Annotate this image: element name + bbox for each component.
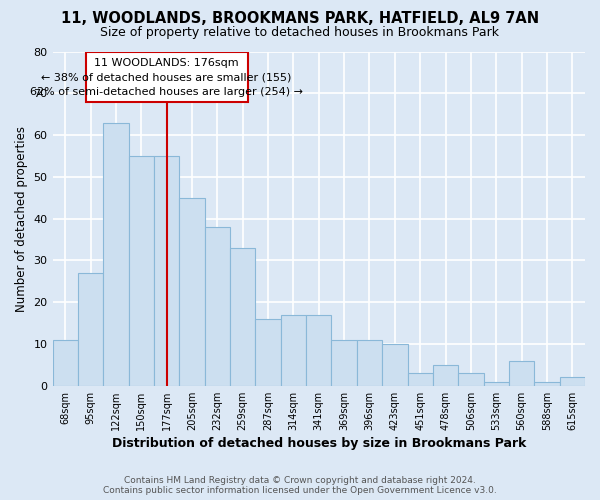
- Bar: [179, 198, 205, 386]
- Bar: [433, 365, 458, 386]
- Text: 62% of semi-detached houses are larger (254) →: 62% of semi-detached houses are larger (…: [30, 87, 303, 97]
- Bar: [128, 156, 154, 386]
- Bar: [534, 382, 560, 386]
- Bar: [205, 227, 230, 386]
- Bar: [382, 344, 407, 386]
- Bar: [103, 122, 128, 386]
- X-axis label: Distribution of detached houses by size in Brookmans Park: Distribution of detached houses by size …: [112, 437, 526, 450]
- Bar: [78, 273, 103, 386]
- Bar: [407, 374, 433, 386]
- Bar: [281, 315, 306, 386]
- FancyBboxPatch shape: [86, 52, 248, 102]
- Bar: [306, 315, 331, 386]
- Bar: [458, 374, 484, 386]
- Y-axis label: Number of detached properties: Number of detached properties: [15, 126, 28, 312]
- Bar: [230, 248, 256, 386]
- Bar: [331, 340, 357, 386]
- Text: 11, WOODLANDS, BROOKMANS PARK, HATFIELD, AL9 7AN: 11, WOODLANDS, BROOKMANS PARK, HATFIELD,…: [61, 11, 539, 26]
- Bar: [509, 360, 534, 386]
- Text: Size of property relative to detached houses in Brookmans Park: Size of property relative to detached ho…: [101, 26, 499, 39]
- Bar: [53, 340, 78, 386]
- Bar: [154, 156, 179, 386]
- Text: ← 38% of detached houses are smaller (155): ← 38% of detached houses are smaller (15…: [41, 72, 292, 83]
- Text: Contains HM Land Registry data © Crown copyright and database right 2024.
Contai: Contains HM Land Registry data © Crown c…: [103, 476, 497, 495]
- Bar: [256, 319, 281, 386]
- Bar: [560, 378, 585, 386]
- Text: 11 WOODLANDS: 176sqm: 11 WOODLANDS: 176sqm: [94, 58, 239, 68]
- Bar: [357, 340, 382, 386]
- Bar: [484, 382, 509, 386]
